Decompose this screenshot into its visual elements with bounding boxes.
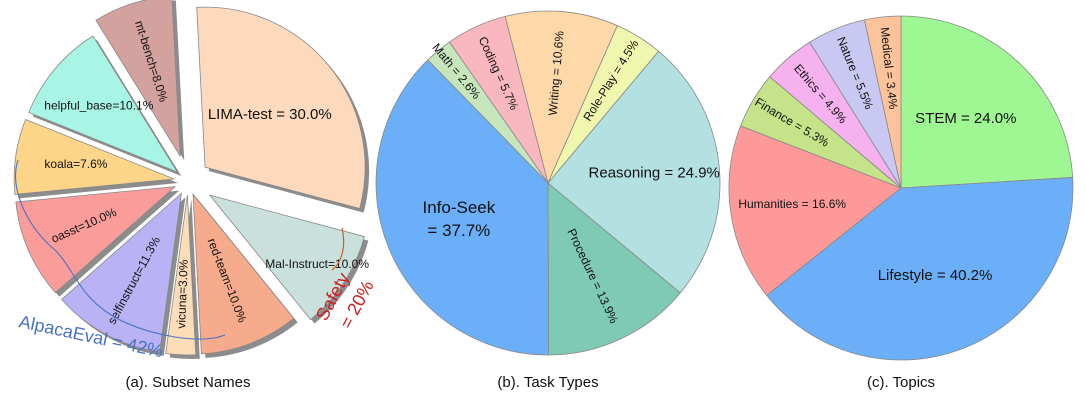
pie-slice-red-team [192, 192, 295, 355]
pie-slice-procedure [547, 182, 681, 356]
pie-slice-info-seek [375, 59, 549, 356]
slice-label-info-seek-value: = 37.7% [427, 221, 490, 240]
pie-chart-task-types: Reasoning = 24.9%Procedure = 13.9%Info-S… [375, 10, 721, 391]
slice-label-stem: STEM = 24.0% [915, 110, 1016, 127]
slice-label-reasoning: Reasoning = 24.9% [589, 164, 720, 181]
slice-label-writing: Writing = 10.6% [546, 30, 567, 116]
pie-slice-vicuna [165, 194, 197, 356]
caption-task-types: (b). Task Types [497, 374, 598, 391]
safety-bracket [331, 227, 345, 271]
caption-topics: (c). Topics [867, 374, 935, 391]
pie-chart-subset-names: LIMA-test = 30.0%Mal-Instruct=10.0%red-t… [13, 0, 378, 391]
pie-slice-selfinstruct [61, 192, 182, 353]
slice-label-koala: koala=7.6% [44, 157, 107, 171]
pie-slice-lifestyle [766, 177, 1074, 361]
pie-slice-lima-test [196, 6, 366, 210]
slice-label-vicuna: vicuna=3.0% [174, 259, 191, 329]
pie-slice-humanities [728, 125, 902, 296]
pie-slice-reasoning [547, 50, 721, 294]
slice-label-helpful-base: helpful_base=10.1% [44, 98, 153, 112]
pie-slice-medical [864, 15, 902, 189]
slice-label-humanities: Humanities = 16.6% [738, 197, 846, 211]
pie-chart-topics: STEM = 24.0% Lifestyle = 40.2% Humanities … [728, 15, 1074, 391]
slice-label-mal-instruct: Mal-Instruct=10.0% [265, 257, 369, 271]
pie-slice-role-play [547, 25, 660, 184]
caption-subset-names: (a). Subset Names [125, 374, 250, 391]
pie-slice-writing [504, 10, 618, 185]
pie-slice-koala [13, 118, 175, 195]
pie-slice-mt-bench [95, 0, 181, 157]
pie-slice-mal-instruct [208, 194, 365, 321]
slice-label-lima-test: LIMA-test = 30.0% [208, 106, 332, 123]
pie-slice-oasst [15, 186, 177, 294]
slice-label-lifestyle: Lifestyle = 40.2% [878, 267, 993, 284]
alpacaeval-bracket [14, 159, 226, 340]
pie-slice-stem [900, 15, 1074, 189]
slice-label-info-seek: Info-Seek [422, 198, 495, 217]
pie-slice-helpful-base [28, 35, 179, 173]
